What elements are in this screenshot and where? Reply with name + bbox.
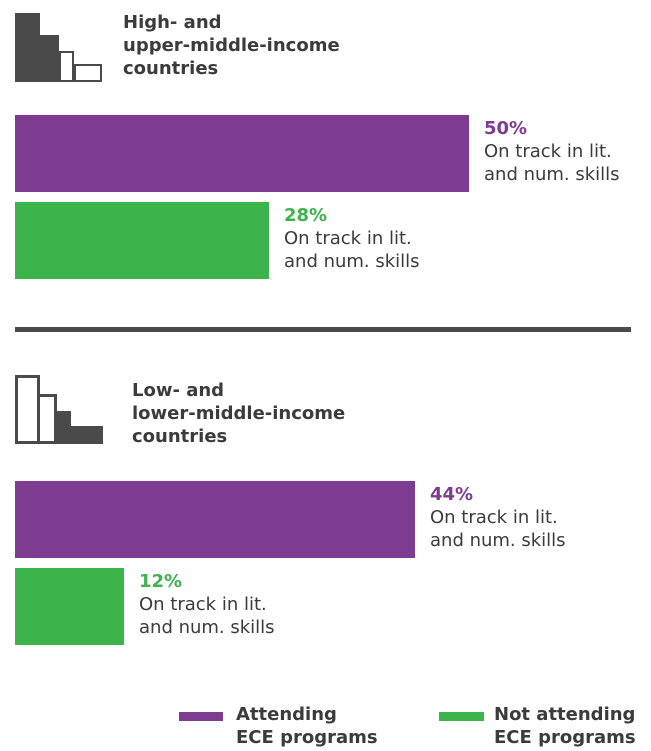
bar-low-income-not-attending	[15, 568, 124, 645]
legend-swatch-not-attending	[439, 712, 484, 721]
bar-high-income-not-attending	[15, 202, 269, 279]
value-label-low-income-not-attending: 12%	[139, 571, 183, 592]
description-high-income-not-attending: On track in lit. and num. skills	[284, 228, 420, 272]
legend-label-not-attending: Not attending ECE programs	[494, 704, 636, 748]
bar-low-income-attending	[15, 481, 415, 558]
description-low-income-attending: On track in lit. and num. skills	[430, 507, 566, 551]
value-label-high-income-attending: 50%	[484, 118, 528, 139]
legend-label-attending: Attending ECE programs	[236, 704, 378, 748]
bar-high-income-attending	[15, 115, 469, 192]
value-label-low-income-attending: 44%	[430, 484, 474, 505]
description-low-income-not-attending: On track in lit. and num. skills	[139, 594, 275, 638]
description-high-income-attending: On track in lit. and num. skills	[484, 141, 620, 185]
group-title-high-income: High- and upper-middle-income countries	[123, 12, 340, 79]
group-title-low-income: Low- and lower-middle-income countries	[132, 380, 346, 447]
legend-swatch-attending	[179, 712, 223, 721]
value-label-high-income-not-attending: 28%	[284, 205, 328, 226]
group-divider	[15, 327, 631, 332]
low-income-building-icon	[15, 375, 103, 444]
high-income-building-icon	[15, 13, 102, 82]
